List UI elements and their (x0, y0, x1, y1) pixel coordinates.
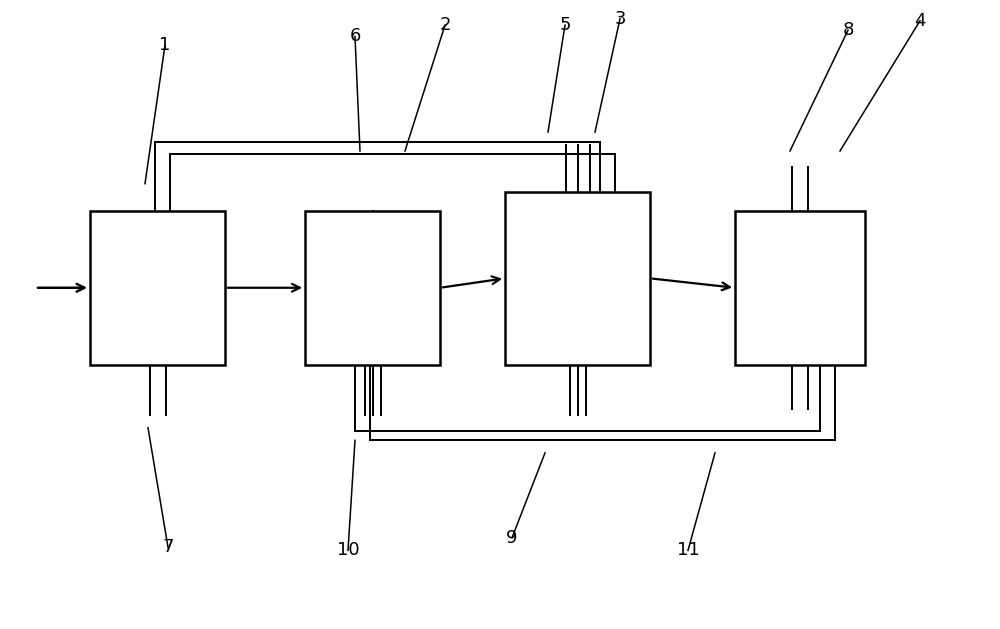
Bar (505, 192, 650, 365)
Text: 11: 11 (677, 542, 699, 559)
Text: 4: 4 (914, 12, 926, 30)
Text: 5: 5 (559, 16, 571, 34)
Bar (735, 211, 865, 365)
Bar (90, 211, 225, 365)
Text: 1: 1 (159, 36, 171, 54)
Bar (305, 211, 440, 365)
Text: 3: 3 (614, 10, 626, 28)
Text: 2: 2 (439, 16, 451, 34)
Text: 8: 8 (842, 21, 854, 39)
Text: 6: 6 (349, 28, 361, 45)
Text: 7: 7 (162, 538, 174, 556)
Text: 9: 9 (506, 529, 518, 547)
Text: 10: 10 (337, 542, 359, 559)
